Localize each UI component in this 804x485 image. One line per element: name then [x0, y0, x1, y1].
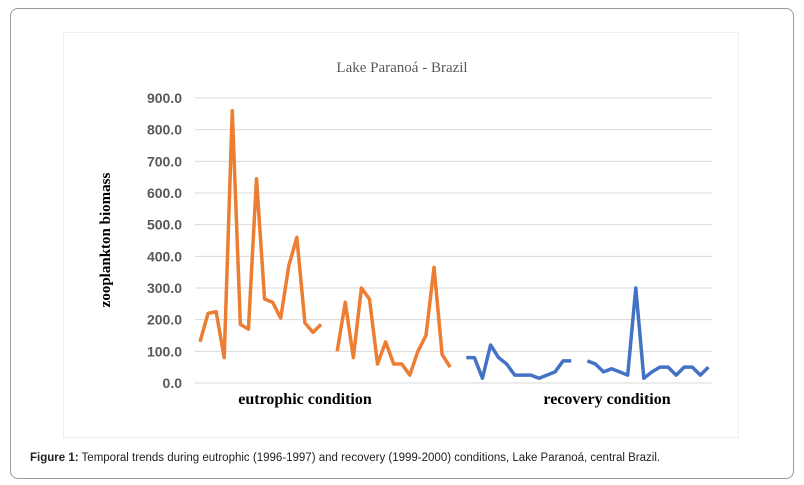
figure-caption: Figure 1: Temporal trends during eutroph… [30, 452, 660, 464]
caption-label: Figure 1: [30, 452, 79, 464]
series-line-1 [586, 286, 710, 380]
y-tick-label: 200.0 [147, 312, 182, 328]
y-tick-label: 700.0 [147, 153, 182, 169]
y-tick-label: 600.0 [147, 185, 182, 201]
caption-text: Temporal trends during eutrophic (1996-1… [78, 452, 661, 464]
y-tick-label: 900.0 [147, 90, 182, 106]
y-tick-label: 500.0 [147, 217, 182, 233]
y-tick-label: 100.0 [147, 343, 182, 359]
chart-area [64, 33, 738, 437]
y-tick-label: 800.0 [147, 122, 182, 138]
y-tick-label: 400.0 [147, 248, 182, 264]
annotation-eutrophic: eutrophic condition [238, 391, 372, 408]
series-line-1 [466, 343, 572, 380]
y-axis-label: zooplankton biomass [98, 173, 114, 308]
annotation-recovery: recovery condition [543, 391, 670, 408]
y-tick-label: 0.0 [163, 375, 183, 391]
series-line-0 [335, 265, 452, 377]
y-tick-label: 300.0 [147, 280, 182, 296]
series-line-0 [198, 108, 323, 360]
chart-title: Lake Paranoá - Brazil [336, 60, 467, 76]
